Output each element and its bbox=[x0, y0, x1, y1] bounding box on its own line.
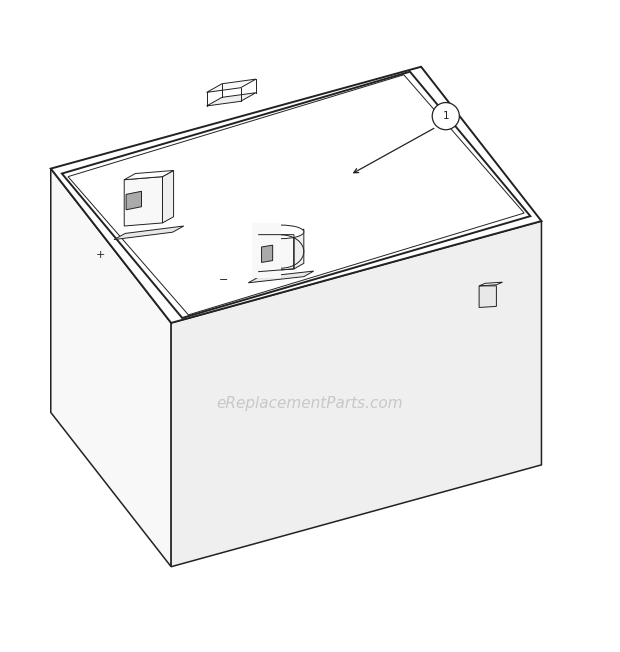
Polygon shape bbox=[114, 226, 184, 239]
Polygon shape bbox=[206, 93, 256, 106]
Polygon shape bbox=[206, 79, 256, 93]
Polygon shape bbox=[248, 271, 314, 283]
Polygon shape bbox=[252, 223, 281, 278]
Text: 1: 1 bbox=[443, 111, 449, 121]
Polygon shape bbox=[171, 221, 541, 567]
Polygon shape bbox=[162, 170, 174, 223]
Polygon shape bbox=[62, 72, 530, 318]
Text: eReplacementParts.com: eReplacementParts.com bbox=[216, 396, 404, 411]
Polygon shape bbox=[51, 169, 171, 567]
Ellipse shape bbox=[258, 225, 304, 239]
Polygon shape bbox=[258, 235, 294, 272]
Polygon shape bbox=[294, 229, 304, 269]
Circle shape bbox=[432, 102, 459, 130]
Polygon shape bbox=[51, 67, 541, 323]
Polygon shape bbox=[479, 286, 497, 308]
Polygon shape bbox=[479, 282, 503, 286]
Polygon shape bbox=[262, 245, 273, 262]
Text: +: + bbox=[95, 250, 105, 260]
Polygon shape bbox=[124, 170, 174, 180]
Text: −: − bbox=[219, 274, 228, 285]
Polygon shape bbox=[126, 191, 141, 210]
Polygon shape bbox=[124, 177, 162, 226]
